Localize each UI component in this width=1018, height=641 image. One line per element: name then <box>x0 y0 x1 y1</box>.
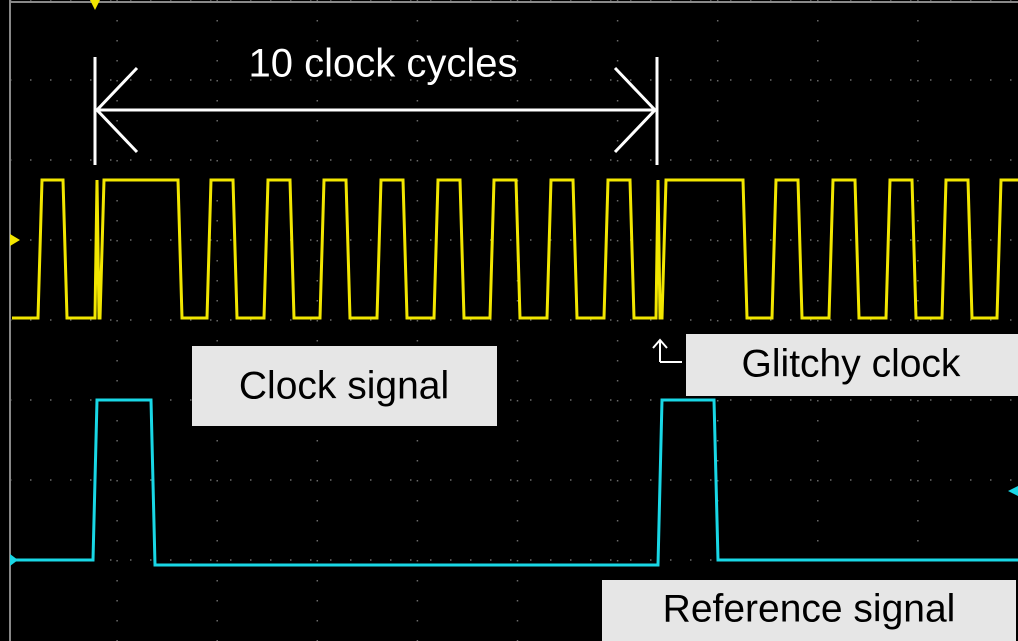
reference-label: Reference signal <box>663 587 956 630</box>
background <box>0 0 1018 641</box>
clock-label: Clock signal <box>239 364 449 407</box>
glitch-label: Glitchy clock <box>742 342 961 385</box>
cycles-label: 10 clock cycles <box>249 42 518 86</box>
scope-screen: 10 clock cycles Clock signal Glitchy clo… <box>0 0 1018 641</box>
